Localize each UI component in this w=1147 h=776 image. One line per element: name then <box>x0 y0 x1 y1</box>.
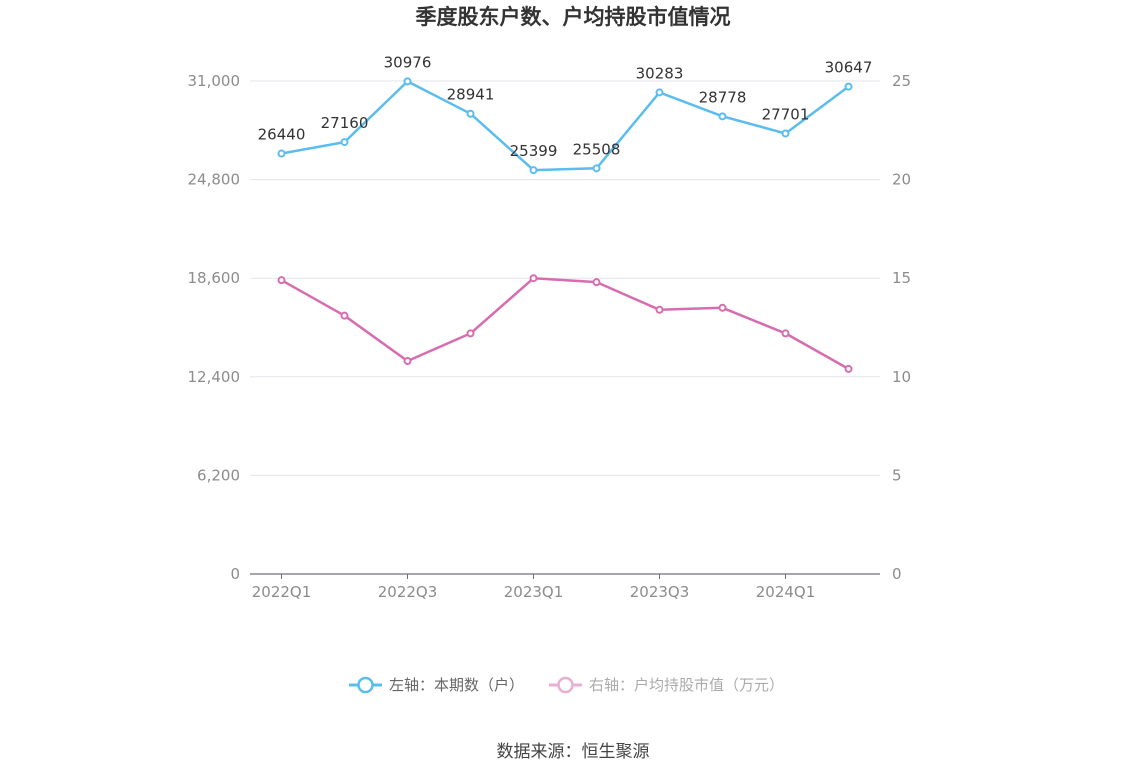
left-tick-label: 6,200 <box>197 466 240 484</box>
data-point[interactable] <box>403 77 412 86</box>
data-point[interactable] <box>340 138 349 147</box>
data-label: 27701 <box>762 105 810 123</box>
legend-label: 左轴：本期数（户） <box>389 676 524 694</box>
data-point[interactable] <box>466 329 475 338</box>
left-tick-label: 31,000 <box>188 72 241 90</box>
left-tick-label: 0 <box>230 565 240 583</box>
data-point[interactable] <box>403 357 412 366</box>
data-label: 28941 <box>447 86 495 104</box>
right-axis: 0 5 10 15 20 25 <box>892 72 911 583</box>
x-axis: 2022Q1 2022Q3 2023Q1 2023Q3 2024Q1 <box>250 573 880 601</box>
data-point[interactable] <box>781 129 790 138</box>
right-tick-label: 0 <box>892 565 902 583</box>
right-tick-label: 5 <box>892 466 902 484</box>
right-tick-label: 20 <box>892 171 911 189</box>
right-tick-label: 25 <box>892 72 911 90</box>
data-label: 30283 <box>636 64 684 82</box>
data-point[interactable] <box>592 164 601 173</box>
left-axis: 0 6,200 12,400 18,600 24,800 31,000 <box>188 72 241 583</box>
left-tick-label: 24,800 <box>188 171 241 189</box>
left-tick-label: 12,400 <box>188 368 241 386</box>
series-line <box>281 80 850 172</box>
data-point[interactable] <box>718 112 727 121</box>
grid <box>250 80 880 476</box>
data-point[interactable] <box>466 109 475 118</box>
legend-item-1[interactable]: 左轴：本期数（户） <box>349 676 524 694</box>
data-label: 25508 <box>573 140 621 158</box>
legend-marker <box>357 676 374 694</box>
data-label: 25399 <box>510 142 558 160</box>
x-tick-label: 2023Q1 <box>504 583 564 601</box>
data-point[interactable] <box>718 303 727 312</box>
data-label: 28778 <box>699 88 747 106</box>
legend-label: 右轴：户均持股市值（万元） <box>589 676 784 694</box>
series-line <box>280 276 850 370</box>
right-tick-label: 15 <box>892 269 911 287</box>
data-point[interactable] <box>529 166 538 175</box>
legend-marker <box>557 676 574 694</box>
series-layer: 26440 27160 30976 28941 25399 25508 30283 28778… <box>258 53 873 373</box>
data-point[interactable] <box>277 149 286 158</box>
x-tick-label: 2023Q3 <box>630 583 690 601</box>
x-tick-label: 2024Q1 <box>756 583 816 601</box>
data-label: 27160 <box>321 114 369 132</box>
data-point[interactable] <box>655 88 664 97</box>
legend-item-2[interactable]: 右轴：户均持股市值（万元） <box>549 676 784 694</box>
x-tick-label: 2022Q3 <box>378 583 438 601</box>
data-label: 26440 <box>258 126 306 144</box>
source-note: 数据来源：恒生聚源 <box>497 742 650 762</box>
data-label: 30647 <box>825 59 873 77</box>
data-point[interactable] <box>592 278 601 287</box>
legend[interactable]: 左轴：本期数（户） 右轴：户均持股市值（万元） <box>349 676 784 694</box>
series-2 <box>277 274 853 373</box>
data-label: 30976 <box>384 53 432 71</box>
data-point[interactable] <box>529 274 538 283</box>
data-point[interactable] <box>340 311 349 320</box>
data-point[interactable] <box>655 305 664 314</box>
data-point[interactable] <box>844 82 853 91</box>
series-1: 26440 27160 30976 28941 25399 25508 30283 28778… <box>258 53 873 175</box>
data-point[interactable] <box>781 329 790 338</box>
chart-title: 季度股东户数、户均持股市值情况 <box>416 5 731 29</box>
right-tick-label: 10 <box>892 368 911 386</box>
data-point[interactable] <box>277 276 286 285</box>
data-point[interactable] <box>844 364 853 373</box>
x-tick-label: 2022Q1 <box>252 583 312 601</box>
left-tick-label: 18,600 <box>188 269 241 287</box>
